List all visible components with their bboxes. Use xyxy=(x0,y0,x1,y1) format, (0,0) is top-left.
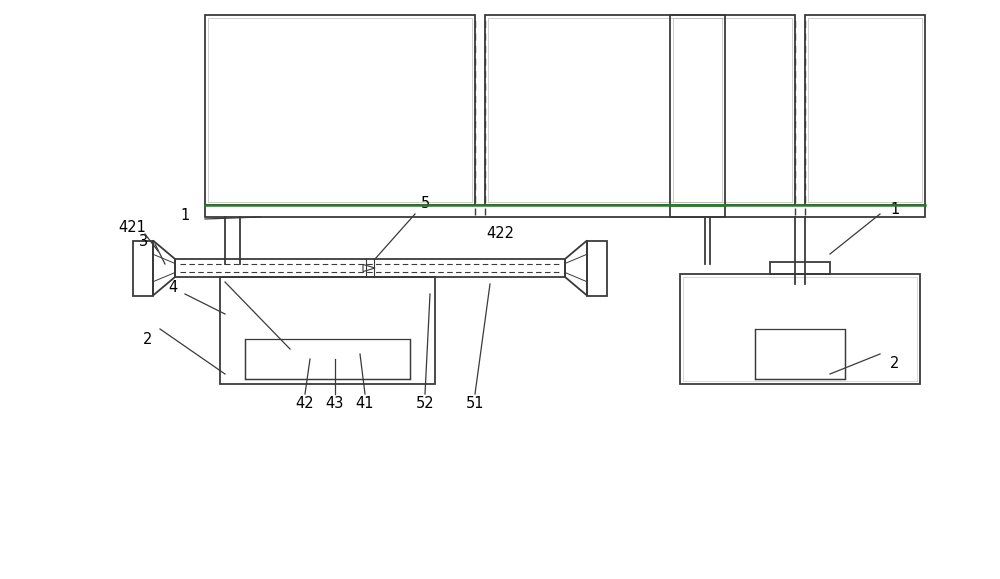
Text: 41: 41 xyxy=(356,397,374,412)
Text: 52: 52 xyxy=(416,397,434,412)
Text: 3: 3 xyxy=(138,233,148,248)
Bar xyxy=(205,205,725,217)
Text: 5: 5 xyxy=(420,196,430,211)
Bar xyxy=(485,15,725,205)
Bar xyxy=(133,240,153,295)
Bar xyxy=(808,18,922,202)
Text: 1: 1 xyxy=(890,201,900,217)
Bar xyxy=(805,15,925,205)
Text: 4: 4 xyxy=(168,280,178,295)
Text: 51: 51 xyxy=(466,397,484,412)
Bar xyxy=(208,18,472,202)
Bar xyxy=(683,277,917,381)
Text: 2: 2 xyxy=(143,332,153,346)
Bar xyxy=(587,240,607,295)
Bar xyxy=(673,18,792,202)
Bar xyxy=(755,329,845,379)
Bar xyxy=(670,15,795,205)
Text: 42: 42 xyxy=(296,397,314,412)
Text: 1: 1 xyxy=(180,207,190,222)
Text: 2: 2 xyxy=(890,357,900,372)
Bar xyxy=(245,339,410,379)
Bar xyxy=(770,262,830,274)
Bar xyxy=(220,277,435,384)
Text: 43: 43 xyxy=(326,397,344,412)
Bar xyxy=(488,18,722,202)
Text: 422: 422 xyxy=(486,226,514,241)
Bar xyxy=(205,15,475,205)
Text: 421: 421 xyxy=(118,219,146,234)
Bar xyxy=(680,274,920,384)
Bar xyxy=(670,205,925,217)
Bar xyxy=(175,259,565,277)
